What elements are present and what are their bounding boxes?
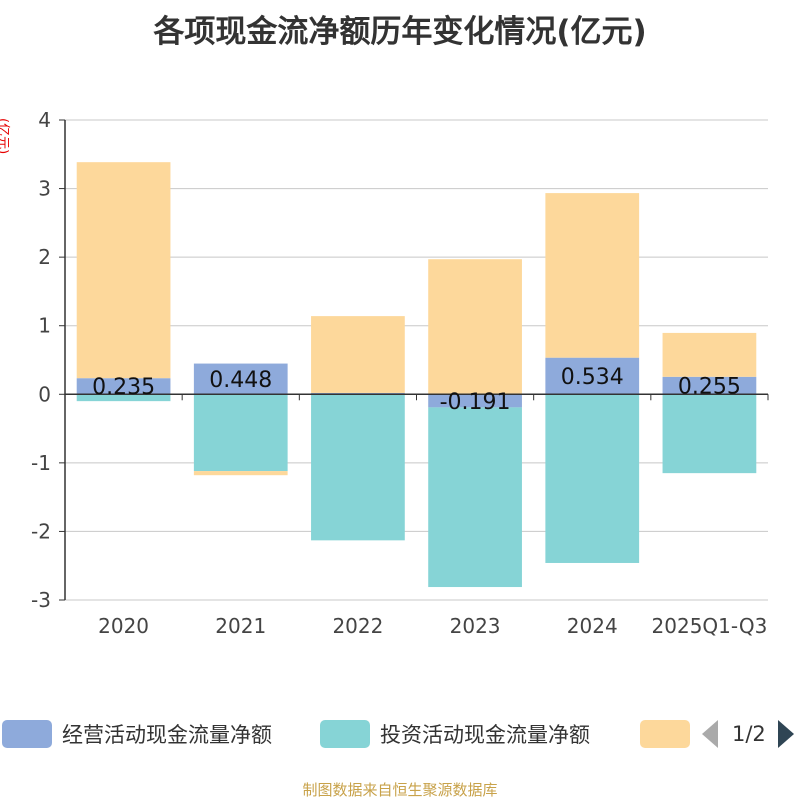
legend-page-indicator: 1/2 xyxy=(732,722,766,746)
data-label: -0.191 xyxy=(440,390,511,415)
data-label: 0.235 xyxy=(92,375,155,400)
bar-operating xyxy=(662,376,757,395)
y-tick-label: -3 xyxy=(31,588,51,612)
x-tick-label: 2020 xyxy=(98,614,149,638)
y-tick-label: 1 xyxy=(38,314,51,338)
bar-investing xyxy=(662,394,757,474)
data-label: 0.534 xyxy=(561,365,624,390)
legend-pager: 1/2 xyxy=(702,714,794,754)
legend-swatch-investing xyxy=(320,720,370,748)
y-tick-label: 0 xyxy=(38,382,51,406)
legend-item-financing[interactable] xyxy=(640,714,700,754)
bar-financing xyxy=(545,193,640,358)
bar-chart: 4 3 2 1 0 -1 -2 -3 0.235 0.448 -0.191 0.534 0.255 202… xyxy=(31,108,769,638)
legend-label-investing: 投资活动现金流量净额 xyxy=(380,723,590,747)
bar-investing xyxy=(545,394,640,563)
x-tick-label: 2022 xyxy=(332,614,383,638)
data-label: 0.255 xyxy=(678,375,741,400)
bar-operating xyxy=(428,394,522,408)
bar-financing xyxy=(428,259,522,395)
legend-swatch-financing xyxy=(640,720,690,748)
bar-financing xyxy=(311,316,405,393)
bar-financing xyxy=(76,162,171,379)
bar-investing xyxy=(76,394,171,402)
x-tick-label: 2023 xyxy=(450,614,501,638)
legend: 经营活动现金流量净额 投资活动现金流量净额 xyxy=(0,714,800,754)
y-tick-label: 4 xyxy=(38,108,51,132)
x-tick-label: 2024 xyxy=(567,614,618,638)
bar-operating xyxy=(545,357,640,395)
y-tick-label: -2 xyxy=(31,519,51,543)
source-note: 制图数据来自恒生聚源数据库 xyxy=(302,781,498,799)
y-tick-label: -1 xyxy=(31,451,51,475)
x-tick-label: 2021 xyxy=(215,614,266,638)
bar-financing xyxy=(662,332,757,377)
y-tick-label: 2 xyxy=(38,245,51,269)
legend-prev-icon[interactable] xyxy=(702,720,718,748)
bar-financing xyxy=(193,471,288,476)
y-tick-label: 3 xyxy=(38,177,51,201)
chart-title: 各项现金流净额历年变化情况(亿元) xyxy=(153,14,647,50)
legend-next-icon[interactable] xyxy=(777,720,794,748)
legend-label-operating: 经营活动现金流量净额 xyxy=(62,723,272,747)
bar-investing xyxy=(428,407,522,588)
bar-investing xyxy=(193,394,288,472)
bar-investing xyxy=(311,394,405,541)
data-label: 0.448 xyxy=(209,368,272,393)
bar-operating xyxy=(193,363,288,395)
legend-swatch-operating xyxy=(2,720,52,748)
legend-item-investing[interactable]: 投资活动现金流量净额 xyxy=(320,714,590,754)
bar-operating xyxy=(76,378,171,395)
x-tick-label: 2025Q1-Q3 xyxy=(652,614,768,638)
legend-item-operating[interactable]: 经营活动现金流量净额 xyxy=(2,714,272,754)
